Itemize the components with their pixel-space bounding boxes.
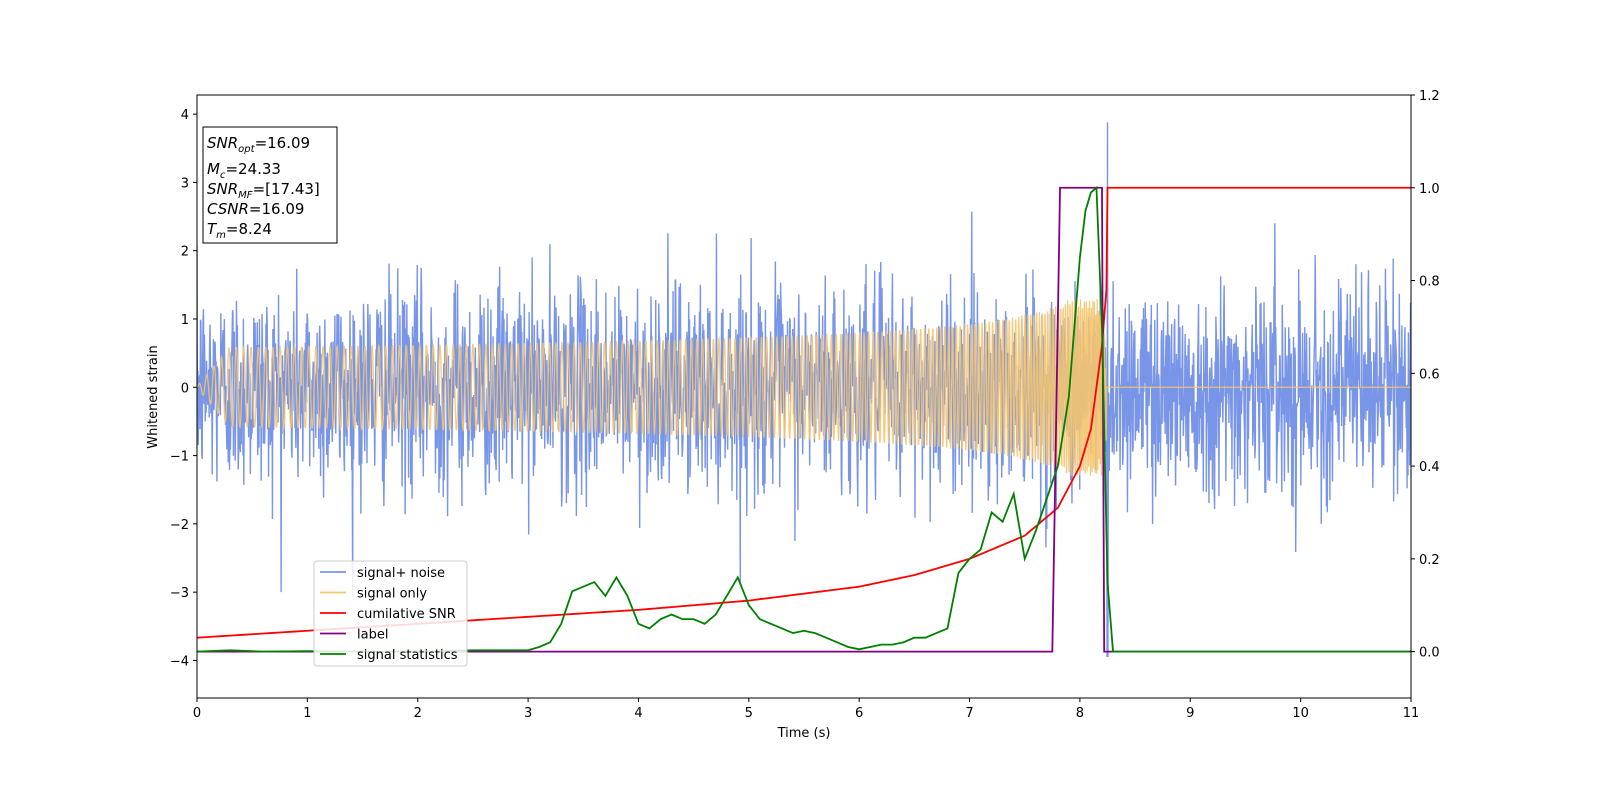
annotation-line: Mc=24.33 [207, 160, 281, 181]
x-tick-label: 10 [1292, 706, 1309, 721]
plot-frame [196, 94, 1412, 699]
x-tick-label: 1 [303, 706, 311, 721]
legend-entry: signal only [357, 587, 427, 602]
x-axis: 0 1 2 3 4 5 6 7 8 9 10 11 [193, 698, 1419, 721]
series-layer [197, 122, 1411, 658]
y-tick-label-right: 0.8 [1419, 275, 1440, 290]
y-tick-label-left: 1 [181, 313, 189, 328]
x-tick-label: 0 [193, 706, 201, 721]
y-tick-label-right: 0.0 [1419, 646, 1440, 661]
y-axis-right: 0.0 0.2 0.4 0.6 0.8 1.0 1.2 [1411, 89, 1440, 661]
y-tick-label-right: 1.0 [1419, 182, 1440, 197]
y-tick-label-left: −4 [170, 654, 189, 669]
y-tick-label-right: 0.4 [1419, 460, 1440, 475]
y-tick-label-right: 0.6 [1419, 367, 1440, 382]
annotation-line: Tm=8.24 [207, 220, 272, 241]
legend: signal+ noise signal only cumilative SNR la… [313, 560, 468, 667]
x-tick-label: 4 [634, 706, 642, 721]
legend-entry: cumilative SNR [357, 607, 456, 622]
x-tick-label: 8 [1076, 706, 1084, 721]
x-tick-label: 9 [1186, 706, 1194, 721]
y-axis-title: Whitened strain [146, 345, 161, 448]
x-tick-label: 6 [855, 706, 863, 721]
x-tick-label: 5 [745, 706, 753, 721]
annotation-line: SNRopt=16.09 [207, 134, 310, 155]
x-tick-label: 7 [965, 706, 973, 721]
legend-entry: signal statistics [357, 648, 458, 663]
legend-frame [313, 560, 468, 667]
x-tick-label: 2 [414, 706, 422, 721]
x-axis-title: Time (s) [777, 726, 831, 741]
y-tick-label-left: 3 [181, 176, 189, 191]
y-tick-label-left: 2 [181, 245, 189, 260]
annotation-line: CSNR=16.09 [207, 200, 304, 218]
x-tick-label: 3 [524, 706, 532, 721]
y-tick-label-left: −2 [170, 518, 189, 533]
series-signal-only [197, 298, 1411, 476]
y-tick-label-left: 4 [181, 108, 189, 123]
y-axis-left: −4 −3 −2 −1 0 1 2 3 4 [170, 108, 197, 669]
y-tick-label-right: 0.2 [1419, 553, 1440, 568]
y-tick-label-left: −3 [170, 586, 189, 601]
annotation-frame [202, 126, 338, 244]
legend-entry: label [357, 628, 388, 643]
legend-entry: signal+ noise [357, 566, 445, 581]
y-tick-label-right: 1.2 [1419, 89, 1440, 104]
series-cumulative-snr [197, 186, 1411, 639]
annotation-box: SNRopt=16.09 Mc=24.33SNRMF=[17.43]CSNR=16… [202, 126, 338, 244]
y-tick-label-left: 0 [181, 381, 189, 396]
series-signal-statistics [197, 185, 1411, 653]
annotation-line: SNRMF=[17.43] [207, 180, 320, 201]
y-tick-label-left: −1 [170, 450, 189, 465]
x-tick-label: 11 [1403, 706, 1420, 721]
